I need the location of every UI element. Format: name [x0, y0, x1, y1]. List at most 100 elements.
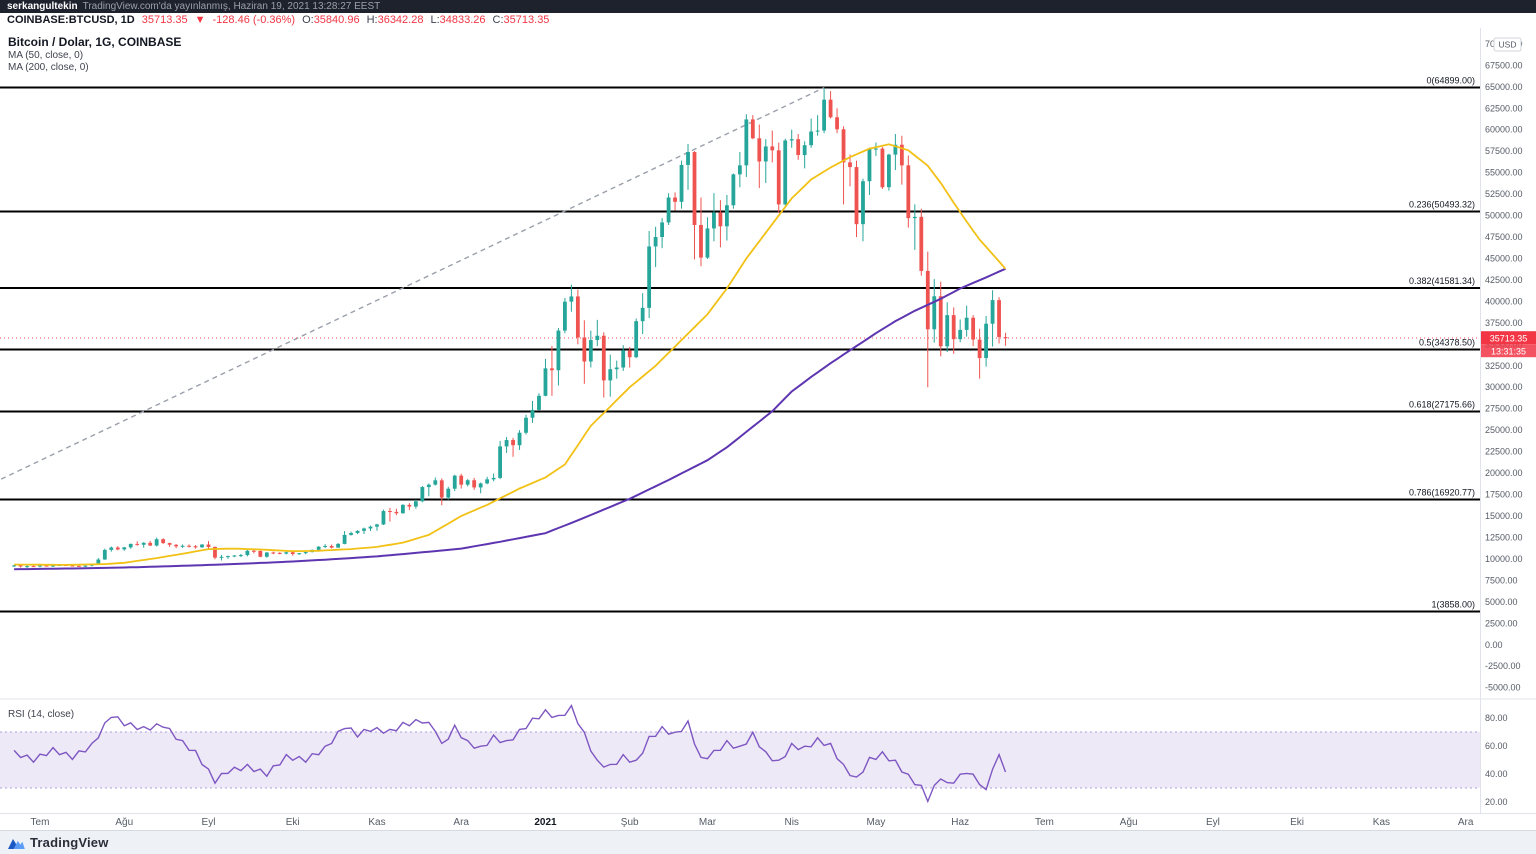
- symbol-bar: COINBASE:BTCUSD, 1D 35713.35 ▼ -128.46 (…: [0, 13, 1536, 28]
- price-tick-label: 60000.00: [1485, 125, 1523, 135]
- price-tick-label: 57500.00: [1485, 146, 1523, 156]
- candle-body: [375, 524, 379, 527]
- candle-body: [899, 144, 904, 166]
- candle-body: [828, 99, 833, 118]
- price-tick-label: 37500.00: [1485, 318, 1523, 328]
- candle-body: [725, 205, 729, 227]
- candle-body: [264, 552, 269, 557]
- candle-body: [342, 534, 347, 544]
- price-tick-label: 47500.00: [1485, 232, 1523, 242]
- candle-body: [161, 539, 166, 544]
- month-label: Eki: [1290, 817, 1304, 828]
- candle-body: [44, 565, 49, 567]
- candle-body: [893, 144, 898, 155]
- candle-body: [245, 550, 250, 556]
- price-tick-label: 0.00: [1485, 640, 1503, 650]
- candle-body: [141, 542, 146, 545]
- candle-body: [433, 480, 438, 485]
- candle-body: [498, 446, 502, 478]
- symbol-link[interactable]: COINBASE:BTCUSD, 1D: [7, 14, 135, 26]
- candle-body: [809, 131, 814, 146]
- price-tick-label: -5000.00: [1485, 683, 1521, 693]
- candle-body: [446, 488, 451, 498]
- candle-body: [556, 330, 561, 371]
- candle-body: [206, 544, 211, 547]
- countdown-badge: [1481, 344, 1536, 358]
- candle-body: [699, 225, 703, 258]
- candle-body: [297, 553, 302, 555]
- fib-label: 0.236(50493.32): [1409, 199, 1475, 209]
- candle-body: [932, 296, 937, 330]
- tradingview-footer-link[interactable]: TradingView: [0, 830, 1536, 854]
- month-label: Kas: [368, 817, 385, 828]
- candle-body: [401, 504, 405, 514]
- currency-toggle-label[interactable]: USD: [1499, 40, 1517, 50]
- open-value: O:35840.96: [302, 14, 360, 26]
- candle-body: [472, 480, 477, 488]
- candle-body: [18, 565, 23, 567]
- last-price: 35713.35: [141, 14, 188, 26]
- candle-body: [77, 565, 81, 567]
- candle-body: [867, 149, 872, 182]
- candle-body: [971, 317, 976, 340]
- candle-body: [128, 543, 133, 548]
- rsi-line: [13, 704, 1007, 804]
- candle-body: [848, 162, 852, 168]
- candle-body: [213, 546, 217, 558]
- candle-body: [822, 99, 826, 131]
- candle-body: [394, 511, 399, 514]
- price-badge: [1481, 331, 1536, 345]
- price-tick-label: 17500.00: [1485, 490, 1523, 500]
- price-tick-label: 5000.00: [1485, 597, 1518, 607]
- rsi-tick-label: 80.00: [1485, 713, 1508, 723]
- rsi-band: [0, 731, 1480, 788]
- price-tick-label: 45000.00: [1485, 253, 1523, 263]
- month-label: Eyl: [1206, 817, 1220, 828]
- candle-body: [465, 480, 470, 485]
- price-tick-label: 67500.00: [1485, 60, 1523, 70]
- price-chart-svg[interactable]: 0(64899.00) 0.236(50493.32) 0.382(41581.34…: [0, 28, 1536, 830]
- month-label: Şub: [621, 817, 639, 828]
- month-label: May: [866, 817, 885, 828]
- trendline: [0, 87, 825, 480]
- candle-body: [550, 368, 554, 371]
- candle-body: [187, 545, 191, 547]
- candle-body: [537, 395, 541, 410]
- candle-body: [770, 146, 775, 151]
- ma200-line: [14, 267, 1006, 571]
- month-label: Eyl: [202, 817, 216, 828]
- candle-body: [135, 543, 140, 545]
- rsi-tick-label: 20.00: [1485, 797, 1508, 807]
- price-tick-label: 12500.00: [1485, 532, 1523, 542]
- candle-body: [925, 270, 930, 330]
- candle-body: [712, 212, 716, 229]
- candle-body: [815, 130, 820, 132]
- fib-label: 0.618(27175.66): [1409, 399, 1475, 409]
- price-change: -128.46 (-0.36%): [212, 14, 296, 26]
- candle-body: [575, 296, 580, 338]
- candle-body: [362, 528, 366, 531]
- down-arrow-icon: ▼: [194, 14, 206, 26]
- candle-body: [349, 533, 353, 535]
- candle-body: [951, 315, 956, 340]
- fib-label: 1(3858.00): [1431, 600, 1475, 610]
- fib-label: 0.382(41581.34): [1409, 276, 1475, 286]
- price-tick-label: 62500.00: [1485, 103, 1523, 113]
- tradingview-logo-icon: [8, 839, 25, 849]
- candle-body: [167, 543, 172, 545]
- candle-body: [731, 174, 736, 206]
- candle-body: [608, 369, 613, 381]
- candle-body: [958, 329, 963, 340]
- candle-body: [439, 480, 444, 498]
- candle-body: [919, 216, 924, 271]
- candle-body: [239, 555, 243, 557]
- month-label: Kas: [1373, 817, 1390, 828]
- currency-toggle[interactable]: [1493, 37, 1522, 52]
- rsi-tick-label: 40.00: [1485, 769, 1508, 779]
- candle-body: [874, 148, 878, 150]
- high-value: H:36342.28: [366, 14, 424, 26]
- author-link[interactable]: serkangultekin: [7, 1, 78, 12]
- candle-body: [381, 511, 386, 525]
- candle-body: [426, 484, 431, 488]
- candle-body: [96, 559, 101, 565]
